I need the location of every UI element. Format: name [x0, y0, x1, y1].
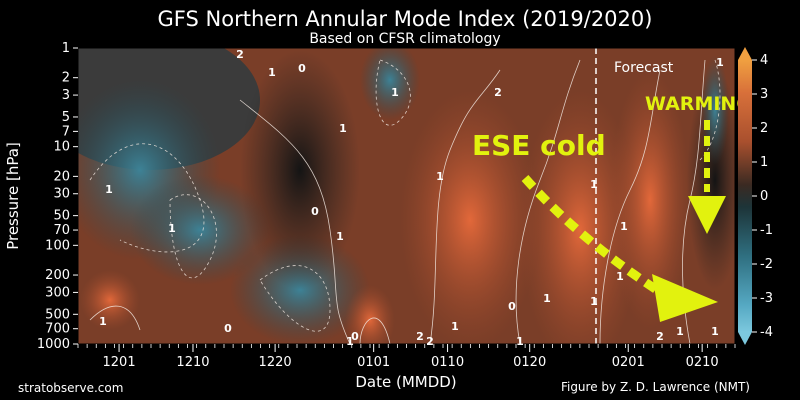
- colorbar-tick-label: 3: [760, 87, 768, 102]
- contour-label: 0: [298, 62, 306, 75]
- contour-label: 1: [616, 270, 624, 283]
- contour-label: 1: [676, 325, 684, 338]
- contour-label: 2: [494, 86, 502, 99]
- contour-label: 1: [711, 325, 719, 338]
- contour-label: 1: [336, 230, 344, 243]
- colorbar: 4 3 2 1 0 -1 -2 -3 -4: [738, 47, 773, 345]
- y-axis-label: Pressure [hPa]: [4, 142, 22, 250]
- y-tick-label: 700: [45, 322, 70, 337]
- warm-region-2: [345, 285, 395, 344]
- x-tick-label: 0201: [612, 355, 645, 370]
- x-tick-label: 0101: [357, 355, 390, 370]
- y-tick-label: 70: [53, 223, 70, 238]
- x-tick-label: 1201: [103, 355, 136, 370]
- contour-label: 1: [451, 320, 459, 333]
- y-tick-label: 30: [53, 187, 70, 202]
- colorbar-tick-label: 0: [760, 189, 768, 204]
- y-tick-label: 100: [45, 238, 70, 253]
- x-tick-label: 0110: [431, 355, 464, 370]
- y-tick-label: 50: [53, 209, 70, 224]
- contour-label: 1: [268, 66, 276, 79]
- contour-label: 0: [311, 205, 319, 218]
- contour-label: 1: [346, 335, 354, 348]
- chart-subtitle: Based on CFSR climatology: [309, 31, 500, 47]
- annotation-layer: ESE cold WARMING: [472, 93, 752, 322]
- colorbar-gradient: [738, 60, 752, 332]
- colorbar-ticks: 4 3 2 1 0 -1 -2 -3 -4: [752, 53, 773, 340]
- annotation-ese-cold: ESE cold: [472, 129, 606, 162]
- colorbar-tick-label: 2: [760, 121, 768, 136]
- colorbar-tick-label: -3: [760, 291, 773, 306]
- credit-left: stratobserve.com: [18, 381, 123, 395]
- warming-arrow-head: [688, 196, 726, 234]
- contour-label: 1: [620, 220, 628, 233]
- contour-label: 2: [656, 330, 664, 343]
- x-axis-label: Date (MMDD): [355, 373, 456, 391]
- x-tick-label: 0120: [513, 355, 546, 370]
- y-tick-label: 500: [45, 307, 70, 322]
- contour-label: 2: [416, 330, 424, 343]
- contour-label: 0: [508, 300, 516, 313]
- cold-region-4: [360, 48, 420, 120]
- contour-label: 1: [716, 56, 724, 69]
- warm-region-1: [80, 270, 140, 330]
- y-tick-label: 7: [62, 124, 70, 139]
- contour-label: 2: [426, 335, 434, 348]
- credit-right: Figure by Z. D. Lawrence (NMT): [561, 380, 750, 394]
- colorbar-tick-label: 1: [760, 155, 768, 170]
- contour-label: 1: [516, 335, 524, 348]
- contour-label: 1: [590, 295, 598, 308]
- colorbar-tick-label: -4: [760, 325, 773, 340]
- y-tick-label: 2: [62, 71, 70, 86]
- colorbar-tick-label: 4: [760, 53, 768, 68]
- x-tick-label: 1210: [176, 355, 209, 370]
- contour-label: 1: [436, 170, 444, 183]
- contour-label: 1: [99, 315, 107, 328]
- y-tick-label: 20: [53, 169, 70, 184]
- y-tick-label: 3: [62, 88, 70, 103]
- contour-label: 0: [351, 330, 359, 343]
- contour-label: 2: [236, 48, 244, 61]
- ese-arrow-head: [652, 274, 718, 322]
- contour-label: 1: [543, 292, 551, 305]
- forecast-label: Forecast: [614, 60, 674, 76]
- x-tick-label: 0210: [686, 355, 719, 370]
- contour-label: 1: [590, 178, 598, 191]
- y-tick-label: 200: [45, 268, 70, 283]
- contour-label: 1: [339, 122, 347, 135]
- x-axis-ticks: 1201 1210 1220 0101 0110 0120 0201 0210: [77, 344, 736, 370]
- colorbar-tick-label: -1: [760, 223, 773, 238]
- y-tick-label: 300: [45, 285, 70, 300]
- contour-label: 1: [105, 183, 113, 196]
- ese-arrow-shaft: [521, 175, 663, 296]
- annotation-warming: WARMING: [645, 93, 752, 115]
- contour-label: 1: [391, 86, 399, 99]
- chart-title: GFS Northern Annular Mode Index (2019/20…: [158, 7, 653, 31]
- colorbar-bottom-cap: [738, 332, 752, 345]
- neutral-band: [240, 50, 360, 290]
- colorbar-tick-label: -2: [760, 257, 773, 272]
- contour-label: 0: [224, 322, 232, 335]
- warm-region-5: [610, 70, 690, 330]
- heatmap-field: [78, 48, 735, 344]
- x-tick-label: 1220: [259, 355, 292, 370]
- y-tick-label: 10: [53, 140, 70, 155]
- cold-region-2: [130, 175, 270, 285]
- contour-label: 1: [168, 222, 176, 235]
- y-tick-label: 5: [62, 110, 70, 125]
- y-tick-label: 1: [62, 41, 70, 56]
- colorbar-top-cap: [738, 47, 752, 60]
- y-tick-label: 1000: [37, 337, 70, 352]
